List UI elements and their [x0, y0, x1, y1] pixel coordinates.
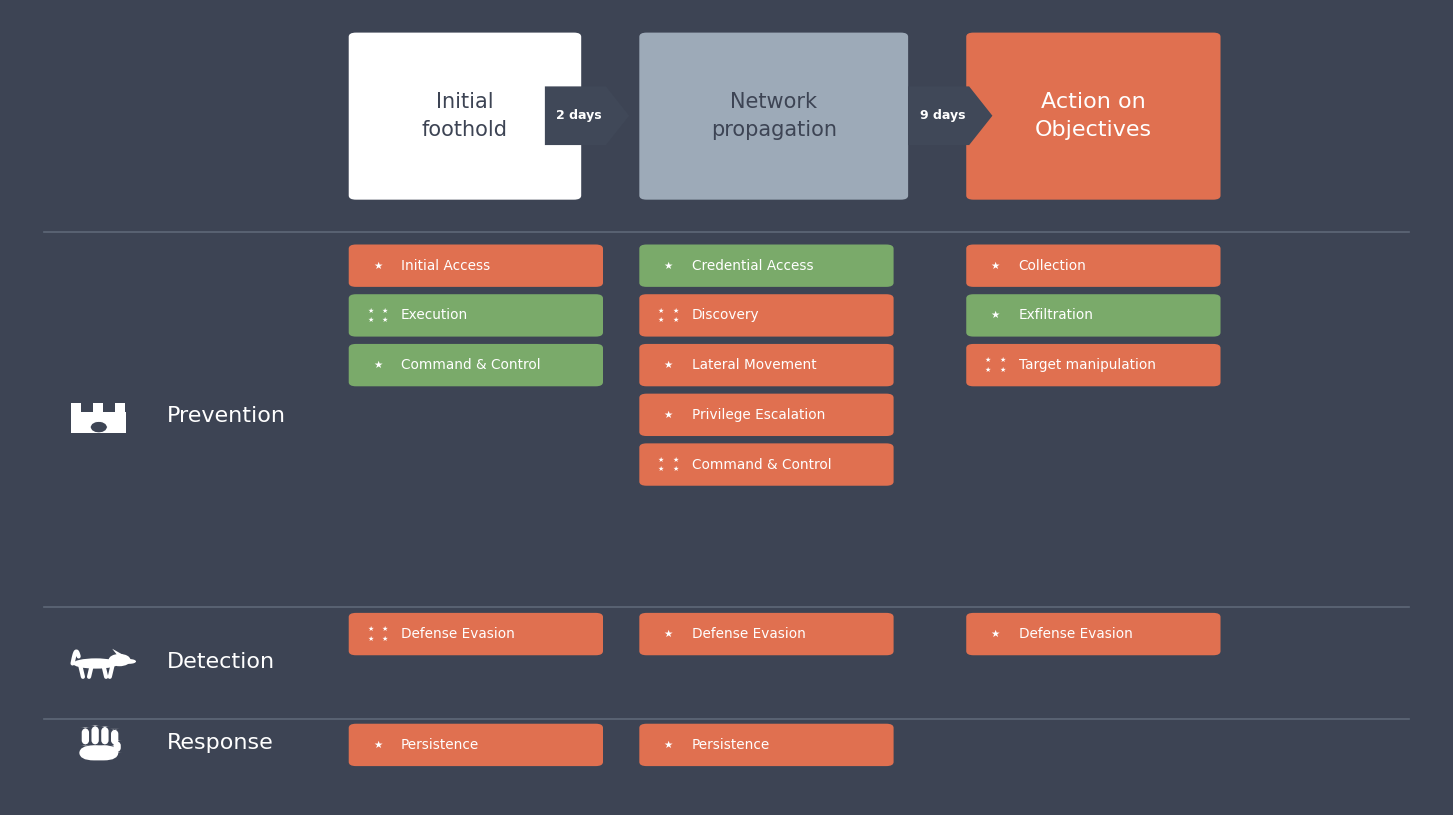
- Text: ★: ★: [382, 307, 388, 314]
- Text: ★: ★: [658, 456, 664, 463]
- Bar: [115, 403, 125, 412]
- Polygon shape: [908, 86, 992, 145]
- Circle shape: [109, 654, 131, 666]
- Text: Network
propagation: Network propagation: [711, 92, 837, 140]
- FancyBboxPatch shape: [80, 728, 90, 746]
- Text: ★: ★: [673, 307, 679, 314]
- Text: Detection: Detection: [167, 652, 275, 672]
- Text: ★: ★: [991, 629, 1000, 639]
- Text: ★: ★: [373, 360, 382, 370]
- Text: Persistence: Persistence: [692, 738, 770, 752]
- Text: Defense Evasion: Defense Evasion: [401, 627, 514, 641]
- Polygon shape: [545, 86, 629, 145]
- Text: ★: ★: [373, 261, 382, 271]
- Text: 2 days: 2 days: [556, 109, 602, 122]
- Text: ★: ★: [991, 311, 1000, 320]
- Text: ★: ★: [1000, 367, 1005, 373]
- Text: ★: ★: [664, 261, 673, 271]
- FancyBboxPatch shape: [349, 724, 603, 766]
- Text: ★: ★: [368, 317, 373, 324]
- FancyBboxPatch shape: [349, 244, 603, 287]
- FancyBboxPatch shape: [349, 294, 603, 337]
- Text: Initial
foothold: Initial foothold: [421, 92, 509, 140]
- Text: ★: ★: [1000, 357, 1005, 363]
- Text: ★: ★: [985, 357, 991, 363]
- Text: ★: ★: [673, 456, 679, 463]
- FancyBboxPatch shape: [100, 726, 110, 746]
- Text: Defense Evasion: Defense Evasion: [1019, 627, 1132, 641]
- Text: Target manipulation: Target manipulation: [1019, 358, 1155, 372]
- Text: Defense Evasion: Defense Evasion: [692, 627, 805, 641]
- Text: ★: ★: [673, 317, 679, 324]
- Text: Initial Access: Initial Access: [401, 258, 490, 273]
- FancyBboxPatch shape: [349, 613, 603, 655]
- Text: ★: ★: [382, 317, 388, 324]
- Text: Credential Access: Credential Access: [692, 258, 814, 273]
- Text: 9 days: 9 days: [920, 109, 965, 122]
- Text: ★: ★: [368, 307, 373, 314]
- Text: ★: ★: [658, 317, 664, 324]
- Text: Persistence: Persistence: [401, 738, 479, 752]
- FancyBboxPatch shape: [80, 746, 118, 760]
- Text: ★: ★: [664, 360, 673, 370]
- Text: Execution: Execution: [401, 308, 468, 323]
- FancyBboxPatch shape: [639, 344, 894, 386]
- Bar: [71, 403, 81, 412]
- FancyBboxPatch shape: [109, 729, 119, 746]
- Text: ★: ★: [382, 626, 388, 632]
- Text: ★: ★: [664, 629, 673, 639]
- FancyBboxPatch shape: [966, 613, 1221, 655]
- Text: ★: ★: [373, 740, 382, 750]
- Bar: [93, 403, 103, 412]
- Text: Action on
Objectives: Action on Objectives: [1035, 92, 1152, 140]
- Text: Command & Control: Command & Control: [692, 457, 831, 472]
- FancyBboxPatch shape: [639, 394, 894, 436]
- Ellipse shape: [122, 659, 137, 664]
- Text: Collection: Collection: [1019, 258, 1087, 273]
- Text: Discovery: Discovery: [692, 308, 760, 323]
- FancyBboxPatch shape: [349, 33, 581, 200]
- FancyBboxPatch shape: [639, 443, 894, 486]
- Text: ★: ★: [368, 636, 373, 642]
- Text: Response: Response: [167, 734, 273, 753]
- FancyBboxPatch shape: [639, 33, 908, 200]
- FancyBboxPatch shape: [966, 344, 1221, 386]
- FancyBboxPatch shape: [966, 294, 1221, 337]
- Text: ★: ★: [368, 626, 373, 632]
- Polygon shape: [112, 649, 124, 655]
- Text: ★: ★: [658, 466, 664, 473]
- Text: ★: ★: [658, 307, 664, 314]
- Text: Lateral Movement: Lateral Movement: [692, 358, 817, 372]
- Bar: [71, 412, 126, 433]
- Text: Command & Control: Command & Control: [401, 358, 541, 372]
- Ellipse shape: [73, 659, 119, 668]
- Text: Privilege Escalation: Privilege Escalation: [692, 408, 825, 422]
- Text: Prevention: Prevention: [167, 406, 286, 425]
- Text: ★: ★: [382, 636, 388, 642]
- Text: ★: ★: [673, 466, 679, 473]
- Text: ★: ★: [985, 367, 991, 373]
- Text: Exfiltration: Exfiltration: [1019, 308, 1094, 323]
- FancyBboxPatch shape: [639, 294, 894, 337]
- FancyBboxPatch shape: [639, 724, 894, 766]
- FancyBboxPatch shape: [90, 421, 108, 433]
- FancyBboxPatch shape: [639, 613, 894, 655]
- Text: ★: ★: [664, 410, 673, 420]
- FancyBboxPatch shape: [966, 33, 1221, 200]
- FancyBboxPatch shape: [966, 244, 1221, 287]
- FancyBboxPatch shape: [349, 344, 603, 386]
- FancyBboxPatch shape: [639, 244, 894, 287]
- FancyBboxPatch shape: [112, 741, 122, 753]
- FancyBboxPatch shape: [90, 725, 100, 746]
- Text: ★: ★: [664, 740, 673, 750]
- Text: ★: ★: [991, 261, 1000, 271]
